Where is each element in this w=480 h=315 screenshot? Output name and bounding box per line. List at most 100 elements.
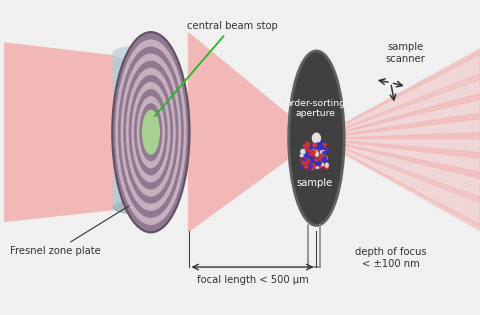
Ellipse shape xyxy=(316,163,321,166)
Polygon shape xyxy=(316,51,480,227)
Ellipse shape xyxy=(312,150,317,152)
Ellipse shape xyxy=(145,118,156,146)
Ellipse shape xyxy=(322,157,326,162)
Ellipse shape xyxy=(317,164,321,167)
Ellipse shape xyxy=(316,147,319,151)
Ellipse shape xyxy=(308,146,311,149)
Ellipse shape xyxy=(300,155,303,157)
Ellipse shape xyxy=(302,164,306,166)
Ellipse shape xyxy=(113,202,158,214)
Ellipse shape xyxy=(312,159,314,161)
Ellipse shape xyxy=(308,158,311,163)
Ellipse shape xyxy=(306,151,308,156)
Ellipse shape xyxy=(324,164,327,167)
Ellipse shape xyxy=(318,146,321,149)
Ellipse shape xyxy=(314,147,318,149)
Text: depth of focus
< ±100 nm: depth of focus < ±100 nm xyxy=(355,247,427,269)
Ellipse shape xyxy=(301,151,304,153)
Ellipse shape xyxy=(301,166,303,169)
Ellipse shape xyxy=(316,144,320,146)
Ellipse shape xyxy=(318,149,321,153)
Ellipse shape xyxy=(321,163,324,166)
Ellipse shape xyxy=(301,150,304,153)
Ellipse shape xyxy=(303,145,306,147)
Ellipse shape xyxy=(302,161,305,164)
Ellipse shape xyxy=(314,146,318,147)
Ellipse shape xyxy=(305,163,309,165)
Ellipse shape xyxy=(325,163,328,167)
Ellipse shape xyxy=(307,154,312,156)
Ellipse shape xyxy=(315,147,317,150)
Ellipse shape xyxy=(310,165,315,170)
Ellipse shape xyxy=(323,152,326,154)
Ellipse shape xyxy=(318,165,322,169)
Text: sample: sample xyxy=(296,178,333,188)
Ellipse shape xyxy=(312,148,314,153)
Ellipse shape xyxy=(316,167,318,169)
Ellipse shape xyxy=(305,160,309,162)
Ellipse shape xyxy=(302,159,306,160)
Ellipse shape xyxy=(307,152,312,156)
Ellipse shape xyxy=(307,151,310,154)
Ellipse shape xyxy=(314,159,316,161)
Ellipse shape xyxy=(302,154,305,156)
Ellipse shape xyxy=(306,145,308,148)
Ellipse shape xyxy=(310,147,312,151)
Ellipse shape xyxy=(323,156,327,160)
Ellipse shape xyxy=(311,151,313,155)
Ellipse shape xyxy=(312,161,314,164)
Ellipse shape xyxy=(113,33,189,231)
Ellipse shape xyxy=(148,125,154,139)
Ellipse shape xyxy=(143,111,159,154)
Ellipse shape xyxy=(308,146,312,149)
Ellipse shape xyxy=(325,162,327,166)
Ellipse shape xyxy=(129,76,172,189)
Ellipse shape xyxy=(321,157,324,161)
Ellipse shape xyxy=(322,151,324,154)
Ellipse shape xyxy=(116,40,186,224)
Ellipse shape xyxy=(319,166,321,168)
Ellipse shape xyxy=(312,165,315,169)
Ellipse shape xyxy=(304,161,307,165)
Text: sample
scanner: sample scanner xyxy=(386,42,426,64)
Ellipse shape xyxy=(308,165,312,169)
Ellipse shape xyxy=(306,142,310,147)
Ellipse shape xyxy=(304,158,308,159)
Ellipse shape xyxy=(309,152,312,155)
Ellipse shape xyxy=(316,155,318,159)
Ellipse shape xyxy=(300,158,305,161)
Ellipse shape xyxy=(312,147,316,150)
Ellipse shape xyxy=(307,153,312,156)
Ellipse shape xyxy=(315,158,318,161)
Ellipse shape xyxy=(311,150,315,153)
Ellipse shape xyxy=(317,143,320,147)
Ellipse shape xyxy=(113,47,158,59)
Ellipse shape xyxy=(318,161,321,165)
Ellipse shape xyxy=(311,166,314,169)
Ellipse shape xyxy=(302,152,305,156)
Ellipse shape xyxy=(326,158,327,161)
Ellipse shape xyxy=(307,145,310,147)
Polygon shape xyxy=(113,53,158,208)
Ellipse shape xyxy=(121,54,180,210)
Ellipse shape xyxy=(319,160,323,164)
Ellipse shape xyxy=(319,147,322,150)
Ellipse shape xyxy=(312,133,320,143)
Ellipse shape xyxy=(303,163,306,165)
Ellipse shape xyxy=(315,155,316,160)
Ellipse shape xyxy=(313,144,318,148)
Polygon shape xyxy=(4,43,113,221)
Ellipse shape xyxy=(319,144,323,148)
Ellipse shape xyxy=(140,104,162,161)
Text: focal length < 500 μm: focal length < 500 μm xyxy=(197,275,308,285)
Ellipse shape xyxy=(137,97,164,168)
Ellipse shape xyxy=(320,143,325,146)
Ellipse shape xyxy=(312,151,316,155)
Ellipse shape xyxy=(310,160,311,163)
Ellipse shape xyxy=(313,143,317,146)
Ellipse shape xyxy=(305,155,309,156)
Ellipse shape xyxy=(143,111,159,153)
Ellipse shape xyxy=(321,147,324,149)
Ellipse shape xyxy=(315,153,318,156)
Ellipse shape xyxy=(309,146,313,149)
